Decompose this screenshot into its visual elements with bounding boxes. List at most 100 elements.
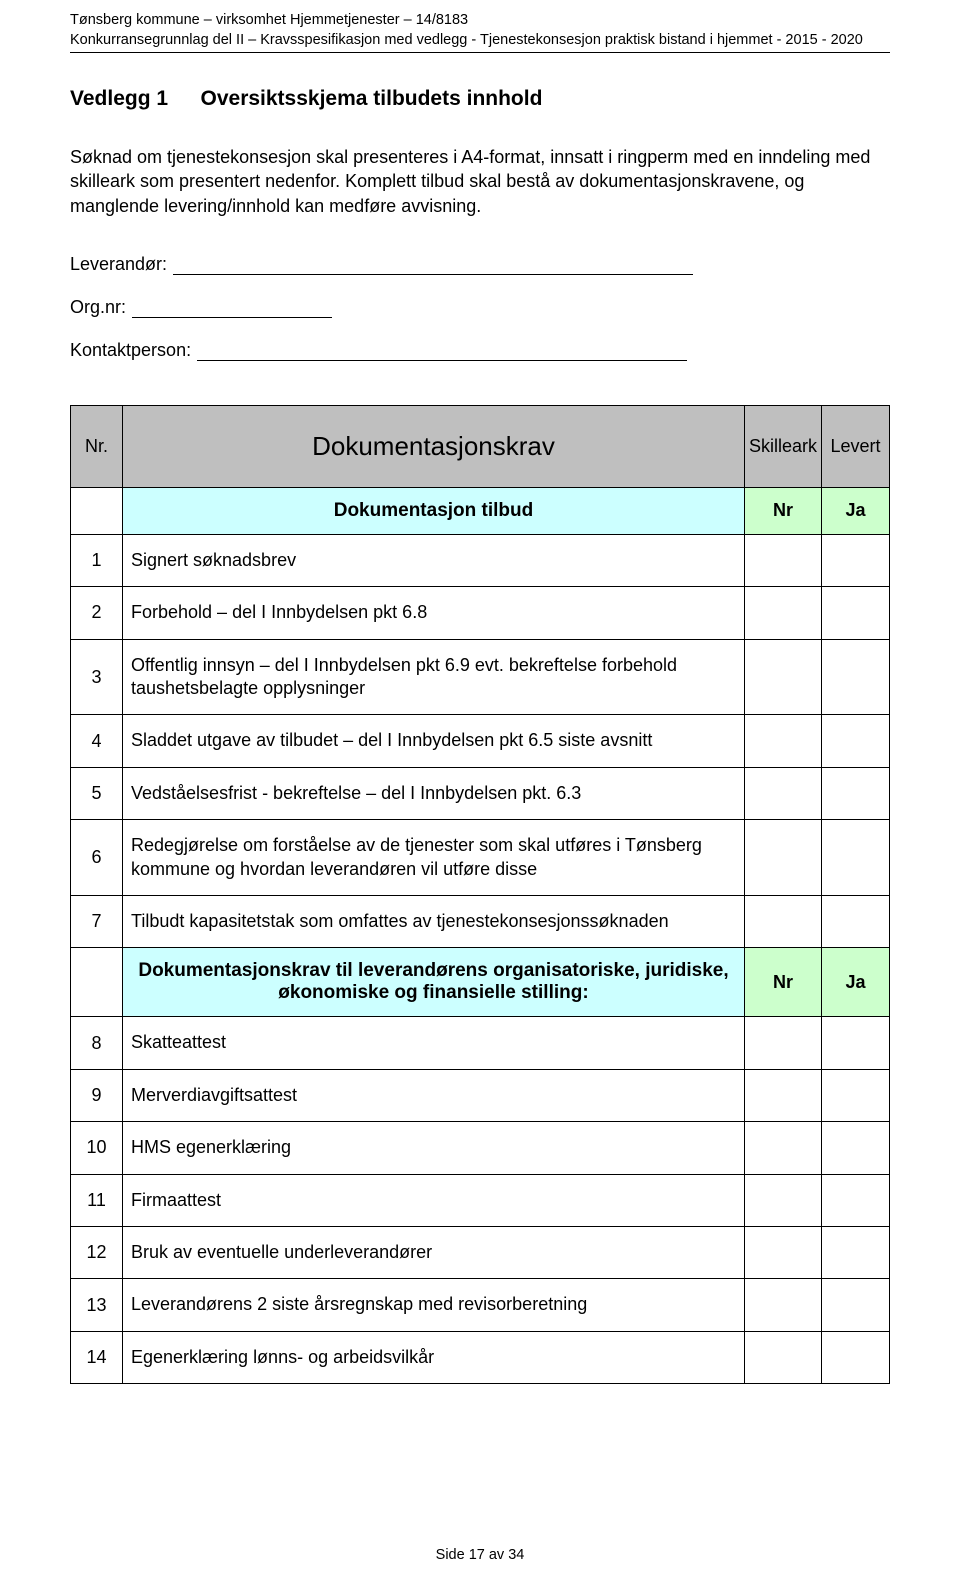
row-lev: [822, 1226, 890, 1278]
row-desc: Sladdet utgave av tilbudet – del I Innby…: [123, 715, 745, 767]
row-sk: [744, 534, 821, 586]
row-desc: Firmaattest: [123, 1174, 745, 1226]
table-row: 1 Signert søknadsbrev: [71, 534, 890, 586]
table-row: 8 Skatteattest: [71, 1017, 890, 1069]
row-nr: 1: [71, 534, 123, 586]
table-row: 2 Forbehold – del I Innbydelsen pkt 6.8: [71, 587, 890, 639]
header-skilleark: Skilleark: [744, 405, 821, 487]
section-1-title: Dokumentasjon tilbud: [123, 487, 745, 534]
documentation-table: Nr. Dokumentasjonskrav Skilleark Levert …: [70, 405, 890, 1384]
row-lev: [822, 896, 890, 948]
row-sk: [744, 820, 821, 896]
row-desc: Leverandørens 2 siste årsregnskap med re…: [123, 1279, 745, 1331]
leverandor-label: Leverandør:: [70, 254, 167, 275]
row-desc: Redegjørelse om forståelse av de tjenest…: [123, 820, 745, 896]
row-nr: 3: [71, 639, 123, 715]
kontakt-label: Kontaktperson:: [70, 340, 191, 361]
page-footer: Side 17 av 34: [0, 1547, 960, 1563]
table-row: 14 Egenerklæring lønns- og arbeidsvilkår: [71, 1331, 890, 1383]
row-sk: [744, 639, 821, 715]
header-main: Dokumentasjonskrav: [123, 405, 745, 487]
row-lev: [822, 639, 890, 715]
table-row: 11 Firmaattest: [71, 1174, 890, 1226]
section-1-ja: Ja: [822, 487, 890, 534]
table-row: 10 HMS egenerklæring: [71, 1122, 890, 1174]
row-lev: [822, 715, 890, 767]
row-nr: 13: [71, 1279, 123, 1331]
row-nr: 9: [71, 1069, 123, 1121]
row-sk: [744, 1226, 821, 1278]
row-nr: 11: [71, 1174, 123, 1226]
row-sk: [744, 1017, 821, 1069]
section-2-row: Dokumentasjonskrav til leverandørens org…: [71, 948, 890, 1017]
section-2-blank: [71, 948, 123, 1017]
row-desc: Merverdiavgiftsattest: [123, 1069, 745, 1121]
row-sk: [744, 1122, 821, 1174]
leverandor-field: Leverandør:: [70, 254, 890, 275]
table-row: 7 Tilbudt kapasitetstak som omfattes av …: [71, 896, 890, 948]
row-nr: 14: [71, 1331, 123, 1383]
kontakt-field: Kontaktperson:: [70, 340, 890, 361]
attachment-title: Oversiktsskjema tilbudets innhold: [201, 87, 543, 110]
kontakt-line: [197, 345, 687, 361]
row-desc: Tilbudt kapasitetstak som omfattes av tj…: [123, 896, 745, 948]
leverandor-line: [173, 259, 693, 275]
row-desc: Forbehold – del I Innbydelsen pkt 6.8: [123, 587, 745, 639]
orgnr-label: Org.nr:: [70, 297, 126, 318]
row-nr: 4: [71, 715, 123, 767]
row-desc: Signert søknadsbrev: [123, 534, 745, 586]
row-nr: 8: [71, 1017, 123, 1069]
row-desc: Offentlig innsyn – del I Innbydelsen pkt…: [123, 639, 745, 715]
row-sk: [744, 1279, 821, 1331]
section-2-title: Dokumentasjonskrav til leverandørens org…: [123, 948, 745, 1017]
row-desc: Skatteattest: [123, 1017, 745, 1069]
row-lev: [822, 767, 890, 819]
header-nr: Nr.: [71, 405, 123, 487]
row-desc: HMS egenerklæring: [123, 1122, 745, 1174]
table-row: 4 Sladdet utgave av tilbudet – del I Inn…: [71, 715, 890, 767]
row-nr: 7: [71, 896, 123, 948]
row-lev: [822, 1174, 890, 1226]
row-lev: [822, 534, 890, 586]
table-row: 3 Offentlig innsyn – del I Innbydelsen p…: [71, 639, 890, 715]
row-sk: [744, 587, 821, 639]
orgnr-field: Org.nr:: [70, 297, 890, 318]
row-sk: [744, 1174, 821, 1226]
row-sk: [744, 715, 821, 767]
header-levert: Levert: [822, 405, 890, 487]
row-nr: 5: [71, 767, 123, 819]
row-lev: [822, 1331, 890, 1383]
table-row: 12 Bruk av eventuelle underleverandører: [71, 1226, 890, 1278]
table-row: 13 Leverandørens 2 siste årsregnskap med…: [71, 1279, 890, 1331]
row-desc: Vedståelsesfrist - bekreftelse – del I I…: [123, 767, 745, 819]
row-sk: [744, 767, 821, 819]
section-2-nr: Nr: [744, 948, 821, 1017]
table-row: 9 Merverdiavgiftsattest: [71, 1069, 890, 1121]
title-row: Vedlegg 1 Oversiktsskjema tilbudets innh…: [70, 87, 890, 111]
orgnr-line: [132, 302, 332, 318]
row-desc: Bruk av eventuelle underleverandører: [123, 1226, 745, 1278]
row-sk: [744, 896, 821, 948]
page: Tønsberg kommune – virksomhet Hjemmetjen…: [0, 0, 960, 1581]
row-nr: 2: [71, 587, 123, 639]
row-lev: [822, 587, 890, 639]
section-1-nr: Nr: [744, 487, 821, 534]
row-lev: [822, 820, 890, 896]
section-1-blank: [71, 487, 123, 534]
row-nr: 12: [71, 1226, 123, 1278]
table-row: 6 Redegjørelse om forståelse av de tjene…: [71, 820, 890, 896]
row-lev: [822, 1122, 890, 1174]
table-header-row: Nr. Dokumentasjonskrav Skilleark Levert: [71, 405, 890, 487]
row-sk: [744, 1069, 821, 1121]
row-lev: [822, 1279, 890, 1331]
row-nr: 6: [71, 820, 123, 896]
row-nr: 10: [71, 1122, 123, 1174]
attachment-label: Vedlegg 1: [70, 87, 168, 111]
table-row: 5 Vedståelsesfrist - bekreftelse – del I…: [71, 767, 890, 819]
row-lev: [822, 1069, 890, 1121]
section-1-row: Dokumentasjon tilbud Nr Ja: [71, 487, 890, 534]
section-2-ja: Ja: [822, 948, 890, 1017]
row-sk: [744, 1331, 821, 1383]
row-desc: Egenerklæring lønns- og arbeidsvilkår: [123, 1331, 745, 1383]
intro-paragraph: Søknad om tjenestekonsesjon skal present…: [70, 145, 890, 218]
